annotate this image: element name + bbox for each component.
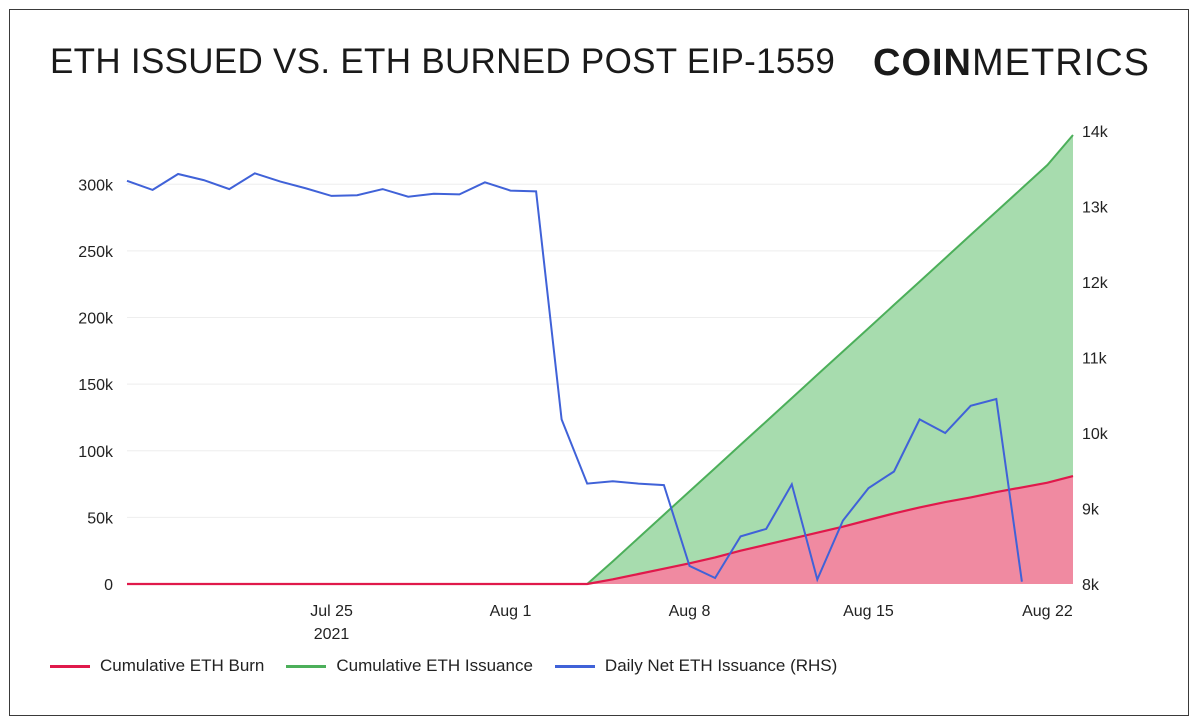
logo-light-text: METRICS [972,42,1150,84]
x-tick-label: Jul 25 [310,603,353,620]
y-left-tick-label: 200k [78,311,114,328]
legend-swatch-daily [554,664,595,668]
legend-item-daily[interactable]: Daily Net ETH Issuance (RHS) [554,656,838,676]
y-left-tick-label: 250k [78,244,114,261]
y-left-tick-label: 150k [78,377,114,394]
y-left-tick-label: 300k [78,177,114,194]
x-tick-sublabel: 2021 [314,626,350,643]
y-left-tick-label: 0 [104,577,113,594]
x-tick-label: Aug 22 [1022,603,1073,620]
burn-line [127,475,1074,586]
legend-swatch-burn [50,664,90,668]
legend-label-daily: Daily Net ETH Issuance (RHS) [604,656,838,675]
legend-swatch-issuance [286,664,327,668]
coinmetrics-logo: COINMETRICS [873,42,1150,85]
legend-item-burn[interactable]: Cumulative ETH Burn [50,656,264,676]
burn-area [127,476,1073,584]
y-right-tick-label: 13k [1082,200,1109,217]
x-tick-label: Aug 8 [669,603,711,620]
chart-title: ETH ISSUED VS. ETH BURNED POST EIP-1559 [50,42,836,81]
x-tick-label: Aug 1 [490,603,532,620]
y-left-tick-label: 50k [87,510,114,527]
y-right-tick-label: 12k [1082,275,1109,292]
y-right-tick-label: 8k [1082,577,1100,594]
legend-item-issuance[interactable]: Cumulative ETH Issuance [286,656,533,676]
y-right-tick-label: 9k [1082,502,1100,519]
legend-label-burn: Cumulative ETH Burn [100,656,265,675]
logo-bold-text: COIN [873,42,972,84]
y-right-tick-label: 10k [1082,426,1109,443]
issuance-area [127,134,1073,584]
y-right-tick-label: 11k [1082,351,1108,368]
legend-label-issuance: Cumulative ETH Issuance [336,656,533,675]
y-right-tick-label: 14k [1082,124,1109,141]
x-tick-label: Aug 15 [843,603,894,620]
daily-issuance-line [126,172,1023,583]
legend: Cumulative ETH Burn Cumulative ETH Issua… [50,656,837,676]
y-left-tick-label: 100k [78,444,114,461]
